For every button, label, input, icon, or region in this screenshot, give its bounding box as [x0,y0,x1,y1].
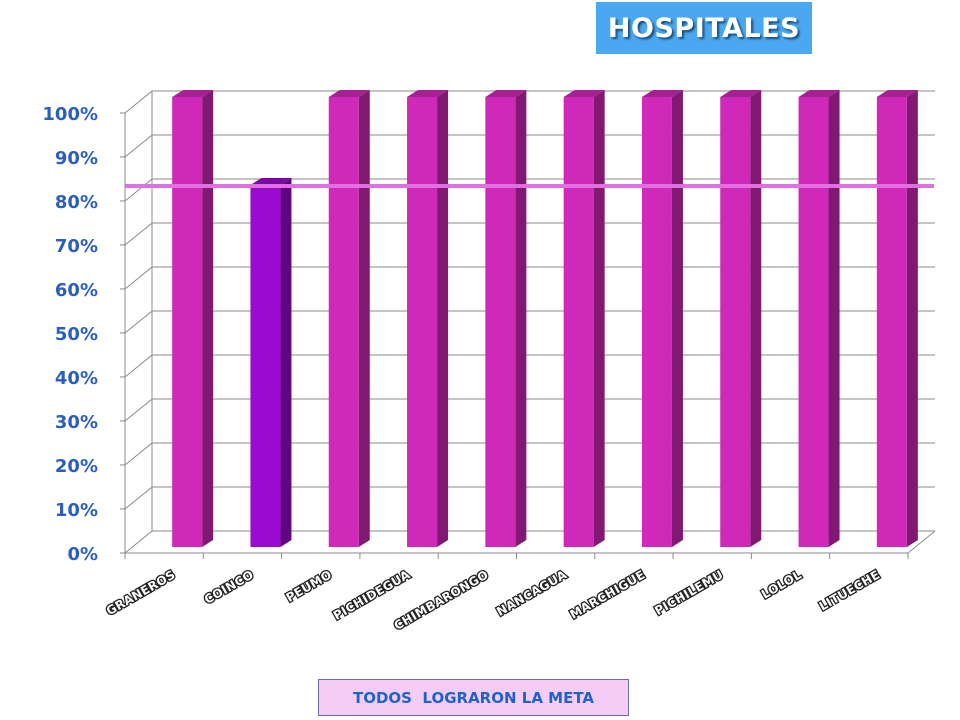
bar-top [641,90,683,97]
bar-side [202,90,214,547]
title-banner: HOSPITALES [596,2,812,54]
y-tick-label: 0% [67,544,98,565]
gridline-depth [124,354,153,378]
bar-side [280,178,292,547]
x-tick-label: COINCO [202,567,256,606]
y-tick-label: 30% [55,412,98,433]
bar [563,97,594,547]
bar-side [515,90,527,547]
bar [720,97,751,547]
x-tick-label: MARCHIGUE [567,567,647,621]
bar [485,97,516,547]
bar [407,97,438,547]
y-tick-label: 40% [55,368,98,389]
gridline-depth [124,178,153,202]
bar-side [593,90,605,547]
y-tick-label: 70% [55,236,98,257]
bar-side [671,90,683,547]
floor-right-edge [907,530,936,554]
x-tick-label: LITUECHE [817,567,883,613]
bar-top [876,90,918,97]
bar [172,97,203,547]
chart-title: HOSPITALES [607,12,801,44]
bar-side [906,90,918,547]
bar-top [485,90,527,97]
bar-top [720,90,762,97]
x-tick-label: LOLOL [759,567,804,601]
bar-side [358,90,370,547]
y-tick-label: 60% [55,280,98,301]
bar [328,97,359,547]
y-tick-label: 90% [55,148,98,169]
y-tick-label: 80% [55,192,98,213]
y-tick-label: 100% [42,104,98,125]
y-tick-label: 20% [55,456,98,477]
bar-side [828,90,840,547]
gridline-depth [124,134,153,158]
x-tick-label: GRANEROS [104,567,178,618]
bar-top [798,90,840,97]
gridline-depth [124,266,153,290]
bar [250,185,281,547]
gridline-depth [124,530,153,554]
bar-top [172,90,214,97]
bar-side [437,90,449,547]
bar [641,97,672,547]
bar-side [750,90,762,547]
bar-top [250,178,292,185]
gridline-depth [124,222,153,246]
bar [798,97,829,547]
y-tick-label: 50% [55,324,98,345]
goal-note-text: TODOS LOGRARON LA META [353,688,594,707]
bar-top [563,90,605,97]
gridline-depth [124,310,153,334]
gridline-depth [124,486,153,510]
x-tick-label: PEUMO [284,567,335,604]
x-tick-label: NANCAGUA [494,567,569,619]
x-tick-label: PICHILEMU [652,567,726,618]
bar [876,97,907,547]
y-tick-label: 10% [55,500,98,521]
gridline-depth [124,90,153,114]
gridline-depth [124,442,153,466]
goal-note: TODOS LOGRARON LA META [318,679,629,716]
gridline-depth [124,398,153,422]
bar-top [328,90,370,97]
bar-top [407,90,449,97]
